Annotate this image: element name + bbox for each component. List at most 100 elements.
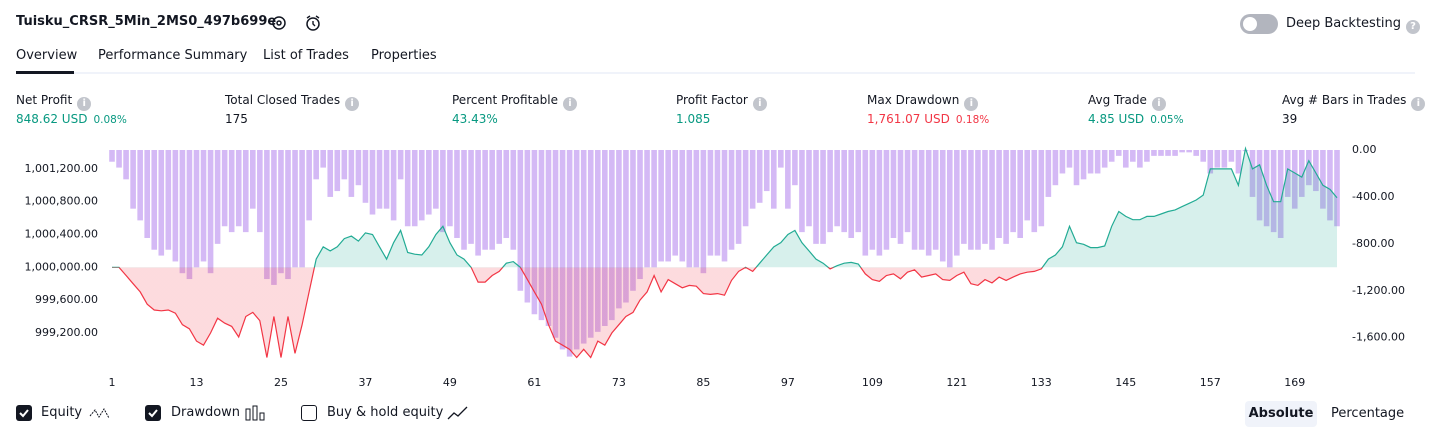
y-tick-label: 999,200.00 <box>35 326 98 339</box>
info-icon[interactable]: i <box>345 97 360 111</box>
checkbox[interactable] <box>301 405 317 421</box>
y-tick-label: 1,000,000.00 <box>25 260 98 273</box>
metric-percent: 0.18% <box>955 114 990 126</box>
drawdown-bar <box>763 150 770 192</box>
metric-value-text: 175 <box>225 112 248 126</box>
drawdown-bar <box>468 150 474 244</box>
info-icon[interactable]: i <box>1151 97 1166 111</box>
drawdown-bar <box>1031 150 1038 233</box>
drawdown-bar <box>742 150 749 227</box>
mode-button[interactable]: Percentage <box>1331 406 1405 421</box>
drawdown-bar <box>932 150 939 250</box>
drawdown-bar <box>404 150 411 227</box>
drawdown-bar <box>418 150 425 221</box>
checkbox[interactable] <box>145 405 161 421</box>
toggle[interactable] <box>1240 14 1278 34</box>
drawdown-bar <box>693 150 700 268</box>
info-icon[interactable]: i <box>77 97 92 111</box>
drawdown-bar <box>1017 150 1023 238</box>
y2-tick-label: -1,600.00 <box>1352 331 1405 344</box>
drawdown-bar <box>1277 150 1284 238</box>
x-tick-label: 1 <box>109 376 116 389</box>
toggle-text: Deep Backtesting <box>1286 16 1402 31</box>
info-icon[interactable]: i <box>1411 97 1426 111</box>
metric-label-text: Avg Trade <box>1088 93 1147 107</box>
metric-value-text: 848.62 USD <box>16 112 88 126</box>
info-icon[interactable]: i <box>964 97 979 111</box>
drawdown-bar <box>770 150 777 209</box>
checkbox[interactable] <box>16 405 32 421</box>
drawdown-bar <box>538 150 545 321</box>
buy-hold-icon <box>447 406 468 420</box>
drawdown-bar <box>137 150 143 221</box>
metric-label-text: Percent Profitable <box>452 93 558 107</box>
tab[interactable]: Performance Summary <box>98 48 248 63</box>
mode-button[interactable]: Absolute <box>1245 401 1317 427</box>
header-icons[interactable] <box>270 14 330 34</box>
drawdown-bar <box>897 150 904 244</box>
x-tick-label: 169 <box>1284 376 1305 389</box>
drawdown-bar <box>848 150 855 238</box>
drawdown-bar <box>961 150 967 244</box>
drawdown-bar <box>292 150 298 268</box>
drawdown-bar <box>1172 150 1178 156</box>
drawdown-bar <box>806 150 812 227</box>
y-tick-label: 999,600.00 <box>35 293 98 306</box>
drawdown-bar <box>1158 150 1164 156</box>
drawdown-bar <box>1115 150 1122 156</box>
drawdown-bar <box>721 150 728 262</box>
drawdown-bar <box>1101 150 1108 168</box>
drawdown-bar <box>616 150 622 309</box>
drawdown-bar <box>531 150 538 315</box>
drawdown-bar <box>552 150 559 338</box>
drawdown-bar <box>1298 150 1305 197</box>
drawdown-bar <box>623 150 629 303</box>
drawdown-bar <box>165 150 172 250</box>
metric-value-text: 4.85 USD <box>1088 112 1145 126</box>
drawdown-bar <box>749 150 756 209</box>
drawdown-bar <box>637 150 643 280</box>
drawdown-bar <box>1038 150 1045 227</box>
y2-tick-label: 0.00 <box>1352 143 1377 156</box>
drawdown-bar <box>1228 150 1235 162</box>
drawdown-bar <box>250 150 256 209</box>
drawdown-bar <box>813 150 819 244</box>
info-icon[interactable]: i <box>752 97 767 111</box>
metric-value: 43.43% <box>452 112 498 126</box>
metric-percent: 0.08% <box>93 114 127 126</box>
drawdown-bar <box>235 150 242 227</box>
drawdown-bar <box>390 150 397 221</box>
drawdown-bar <box>475 150 481 256</box>
info-icon[interactable]: ? <box>1406 20 1421 34</box>
drawdown-bar <box>862 150 869 256</box>
drawdown-bar <box>517 150 524 291</box>
metric-value: 175 <box>225 112 248 126</box>
metric-label: Percent Profitable i <box>452 93 577 111</box>
toggle-label: Deep Backtesting? <box>1286 16 1421 34</box>
metric-value-text: 1.085 <box>676 112 711 126</box>
metric-label: Total Closed Trades i <box>225 93 360 111</box>
drawdown-bar <box>362 150 369 203</box>
drawdown-bar <box>996 150 1002 238</box>
drawdown-bar <box>285 150 291 280</box>
drawdown-bar <box>911 150 918 250</box>
drawdown-bar <box>1052 150 1059 186</box>
tab[interactable]: Properties <box>371 48 437 63</box>
tab[interactable]: List of Trades <box>263 48 349 63</box>
metric-label: Profit Factor i <box>676 93 767 111</box>
tab[interactable]: Overview <box>16 48 78 63</box>
equity-line <box>112 146 1338 359</box>
info-icon[interactable]: i <box>562 97 577 111</box>
drawdown-bar <box>756 150 763 203</box>
drawdown-bar <box>334 150 341 192</box>
x-tick-label: 61 <box>527 376 541 389</box>
drawdown-bar <box>271 150 277 285</box>
legend-drawdown: Drawdown <box>171 405 241 420</box>
x-tick-label: 37 <box>358 376 372 389</box>
drawdown-bar <box>700 150 707 274</box>
metric-value: 39 <box>1282 112 1297 126</box>
y2-tick-label: -1,200.00 <box>1352 284 1405 297</box>
drawdown-bar <box>214 150 221 244</box>
drawdown-bar <box>306 150 312 221</box>
